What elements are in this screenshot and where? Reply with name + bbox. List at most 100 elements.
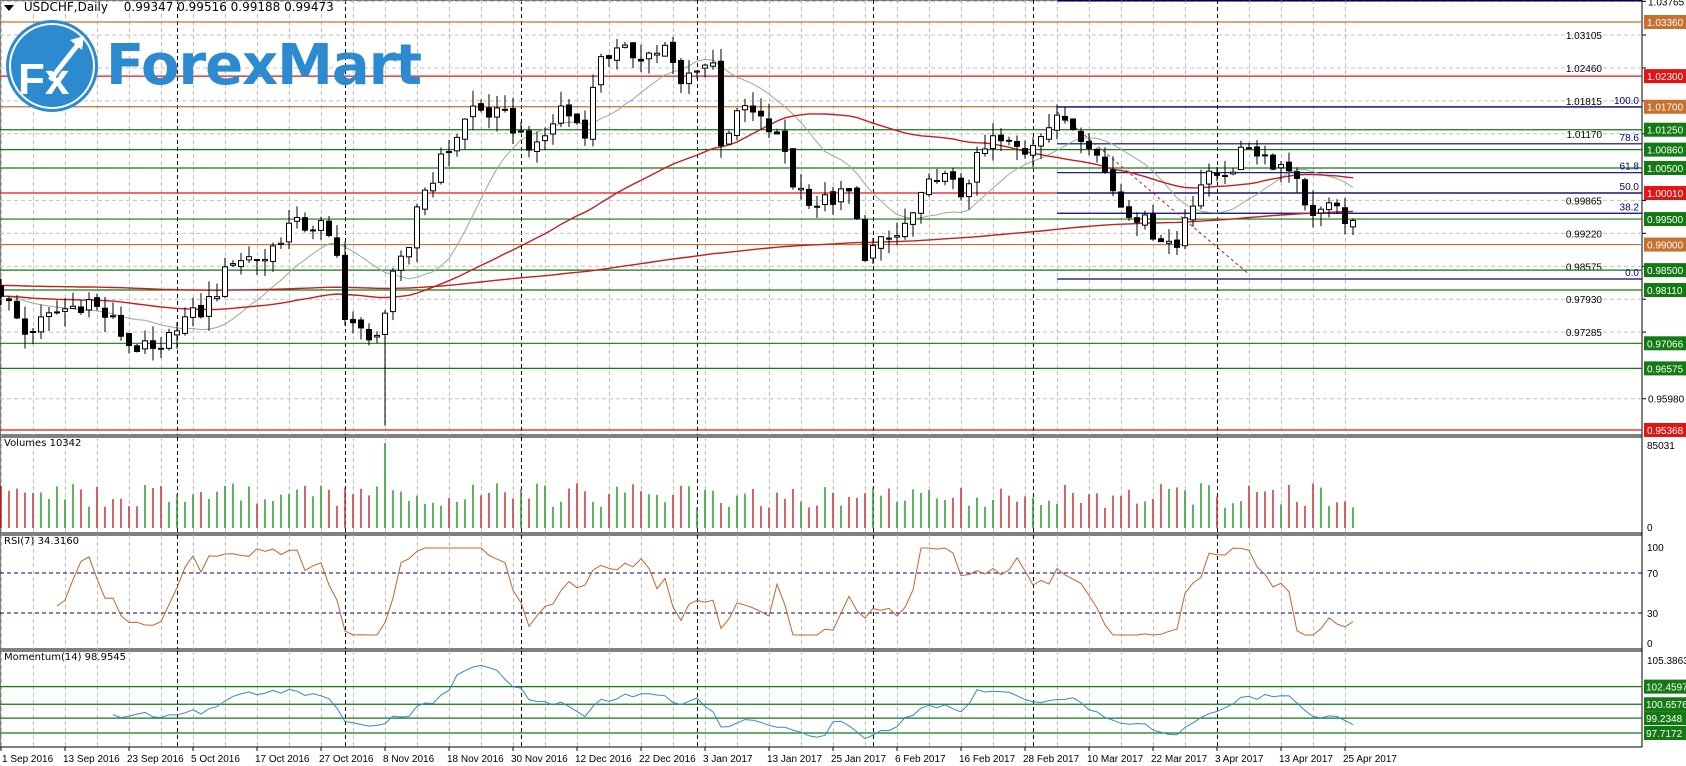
candle-body: [422, 189, 428, 210]
date-label: 23 Sep 2016: [127, 754, 184, 765]
candle-body: [86, 299, 92, 311]
level-price-label: 1.00500: [1647, 164, 1684, 175]
candle-body: [1102, 156, 1108, 173]
level-price-label: 1.01250: [1647, 126, 1684, 137]
candle: [1190, 195, 1196, 227]
candle: [486, 94, 492, 129]
date-label: 30 Nov 2016: [511, 754, 568, 765]
forexmart-logo: Fx ForexMart: [4, 18, 422, 114]
candle-body: [438, 153, 444, 183]
level-price-badge: [1644, 122, 1686, 137]
candle: [702, 63, 708, 78]
candle: [1286, 152, 1292, 183]
candle-body: [1278, 164, 1284, 169]
candle-body: [838, 188, 844, 203]
candle: [102, 297, 108, 333]
candle: [1014, 135, 1020, 161]
level-price-badge: [1644, 186, 1686, 201]
candle-body: [934, 179, 940, 183]
candle-body: [726, 132, 732, 145]
candle-body: [390, 270, 396, 313]
candle-body: [1350, 219, 1356, 228]
candle-body: [198, 304, 204, 318]
candle-body: [206, 295, 212, 317]
candle-body: [126, 332, 132, 347]
rsi-tick-label: 70: [1647, 569, 1659, 580]
candle-body: [1118, 191, 1124, 208]
price-tick-label: 1.03765: [1648, 0, 1685, 8]
fibonacci-level-label: 100.0: [1614, 96, 1639, 107]
candle-body: [910, 212, 916, 225]
candle: [1254, 139, 1260, 165]
candle-body: [134, 345, 140, 352]
candle: [374, 331, 380, 344]
candle-body: [630, 42, 636, 59]
candle: [566, 99, 572, 127]
candle: [166, 328, 172, 351]
candle-body: [686, 72, 692, 85]
candle: [78, 300, 84, 315]
candle: [814, 196, 820, 218]
candle: [726, 130, 732, 145]
panel-main: [0, 0, 1643, 436]
candle: [1182, 209, 1188, 250]
candle-body: [1054, 114, 1060, 131]
candle-body: [590, 86, 596, 140]
candle-body: [118, 314, 124, 337]
candle: [478, 99, 484, 113]
date-label: 3 Apr 2017: [1215, 754, 1264, 765]
candle: [918, 191, 924, 224]
candle: [838, 180, 844, 211]
date-label: 5 Oct 2016: [191, 754, 240, 765]
candle: [1166, 229, 1172, 254]
candle-body: [374, 334, 380, 338]
candle: [662, 41, 668, 57]
candle: [1198, 169, 1204, 210]
candle-body: [238, 260, 244, 268]
dropdown-triangle-icon[interactable]: [4, 4, 14, 11]
candle: [118, 306, 124, 341]
momentum-level-label: 102.4597: [1646, 683, 1686, 694]
date-label: 22 Mar 2017: [1151, 754, 1208, 765]
candle: [286, 209, 292, 250]
price-tick-label: 0.97285: [1566, 328, 1603, 339]
candle: [246, 246, 252, 263]
candle-body: [310, 229, 316, 232]
candle-body: [558, 105, 564, 124]
level-price-badge: [1644, 212, 1686, 227]
candle: [830, 186, 836, 215]
date-label: 17 Oct 2016: [255, 754, 310, 765]
date-label: 8 Nov 2016: [383, 754, 435, 765]
candle: [758, 98, 764, 130]
candle: [502, 95, 508, 113]
candle-body: [742, 105, 748, 111]
candle-body: [814, 205, 820, 208]
candle: [182, 307, 188, 336]
candle-body: [1310, 205, 1316, 216]
panel-vol: [0, 436, 1643, 534]
candle-body: [230, 263, 236, 266]
candle-body: [502, 108, 508, 111]
candle: [598, 53, 604, 93]
candle: [1102, 147, 1108, 174]
candle: [1094, 147, 1100, 163]
candle: [1118, 184, 1124, 208]
candle-body: [966, 183, 972, 198]
level-price-label: 0.96575: [1647, 364, 1684, 375]
candle-body: [974, 151, 980, 183]
candle: [518, 122, 524, 134]
candle: [1086, 133, 1092, 156]
candle: [934, 168, 940, 184]
momentum-level-badge: [1644, 726, 1686, 741]
level-price-badge: [1644, 263, 1686, 278]
candle-body: [22, 318, 28, 335]
candle: [910, 212, 916, 237]
panel-mom: [0, 650, 1643, 748]
price-tick-label: 1.02460: [1566, 64, 1603, 75]
candle: [1278, 160, 1284, 183]
candle: [462, 118, 468, 150]
rsi-tick-label: 0: [1647, 639, 1653, 650]
candle: [430, 172, 436, 198]
candle-body: [1318, 208, 1324, 214]
